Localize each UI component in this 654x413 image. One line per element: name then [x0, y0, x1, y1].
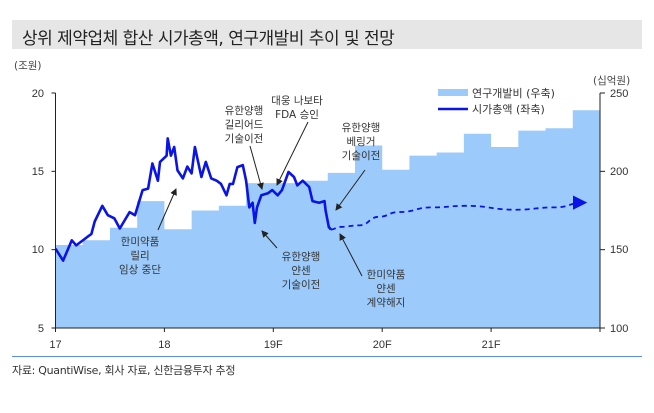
legend-label: 시가총액 (좌축) [472, 103, 545, 116]
annotation-hanmi-janssen: 한미약품 얀센 계약해지 [339, 233, 406, 309]
right-axis-unit: (십억원) [593, 75, 630, 87]
annotation-text: 계약해지 [367, 296, 406, 309]
left-tick-label: 5 [38, 323, 44, 335]
annotation-yuhan-gilead: 유한양행 길리어드 기술이전 [225, 105, 264, 190]
annotation-text: 기술이전 [282, 279, 321, 291]
x-tick-label: 17 [49, 339, 61, 351]
annotation-text: 유한양행 [342, 122, 381, 134]
annotation-arrow [249, 145, 264, 190]
right-tick-label: 200 [610, 166, 628, 178]
x-tick-label: 19F [264, 339, 283, 351]
annotation-arrow [157, 188, 177, 231]
title-bar: 상위 제약업체 합산 시가총액, 연구개발비 추이 및 전망 [12, 20, 642, 49]
left-tick-label: 15 [32, 166, 44, 178]
annotation-yuhan-janssen: 유한양행 얀센 기술이전 [261, 230, 321, 291]
x-tick-label: 18 [158, 339, 170, 351]
x-tick-label: 21F [482, 339, 501, 351]
annotation-text: 임상 중단 [119, 263, 161, 276]
axes [55, 93, 601, 329]
annotation-text: 얀센 [376, 282, 395, 295]
x-tick-label: 20F [373, 339, 392, 351]
annotation-text: 길리어드 [225, 118, 264, 131]
right-tick-label: 100 [610, 323, 628, 335]
annotation-text: 베링거 [347, 136, 376, 148]
legend-swatch-area [438, 89, 468, 96]
market-cap-forecast-line [330, 195, 588, 231]
legend: 연구개발비 (우축) 시가총액 (좌축) [438, 87, 555, 116]
legend-label: 연구개발비 (우축) [472, 87, 555, 100]
annotation-text: 기술이전 [225, 133, 264, 145]
annotation-text: 한미약품 [121, 236, 160, 248]
left-axis-unit: (조원) [14, 60, 42, 72]
annotation-text: 한미약품 [367, 269, 406, 281]
annotation-arrow [339, 233, 363, 277]
annotation-hanmi-lilly: 한미약품 릴리 임상 중단 [119, 188, 177, 276]
annotation-arrow [261, 230, 278, 249]
footer-rule [12, 356, 642, 357]
annotation-text: 기술이전 [342, 150, 381, 162]
annotation-text: FDA 승인 [275, 109, 319, 121]
annotation-text: 유한양행 [282, 251, 321, 263]
market-cap-series [54, 137, 588, 262]
left-tick-label: 10 [32, 244, 44, 256]
right-tick-label: 150 [610, 244, 628, 256]
annotation-arrow [276, 121, 309, 186]
source-note: 자료: QuantiWise, 회사 자료, 신한금융투자 추정 [12, 364, 236, 377]
left-tick-label: 20 [32, 88, 44, 100]
annotation-daewoong-nabota: 대웅 나보타 FDA 승인 [271, 95, 323, 186]
annotation-text: 릴리 [130, 249, 149, 262]
annotation-text: 얀센 [291, 264, 310, 277]
annotation-text: 대웅 나보타 [271, 95, 323, 107]
annotation-yuhan-boehringer: 유한양행 베링거 기술이전 [335, 122, 381, 211]
annotation-arrow [335, 169, 366, 211]
annotation-text: 유한양행 [225, 105, 264, 117]
right-tick-label: 250 [610, 88, 628, 100]
market-cap-line [54, 137, 332, 262]
chart-title: 상위 제약업체 합산 시가총액, 연구개발비 추이 및 전망 [22, 29, 395, 49]
